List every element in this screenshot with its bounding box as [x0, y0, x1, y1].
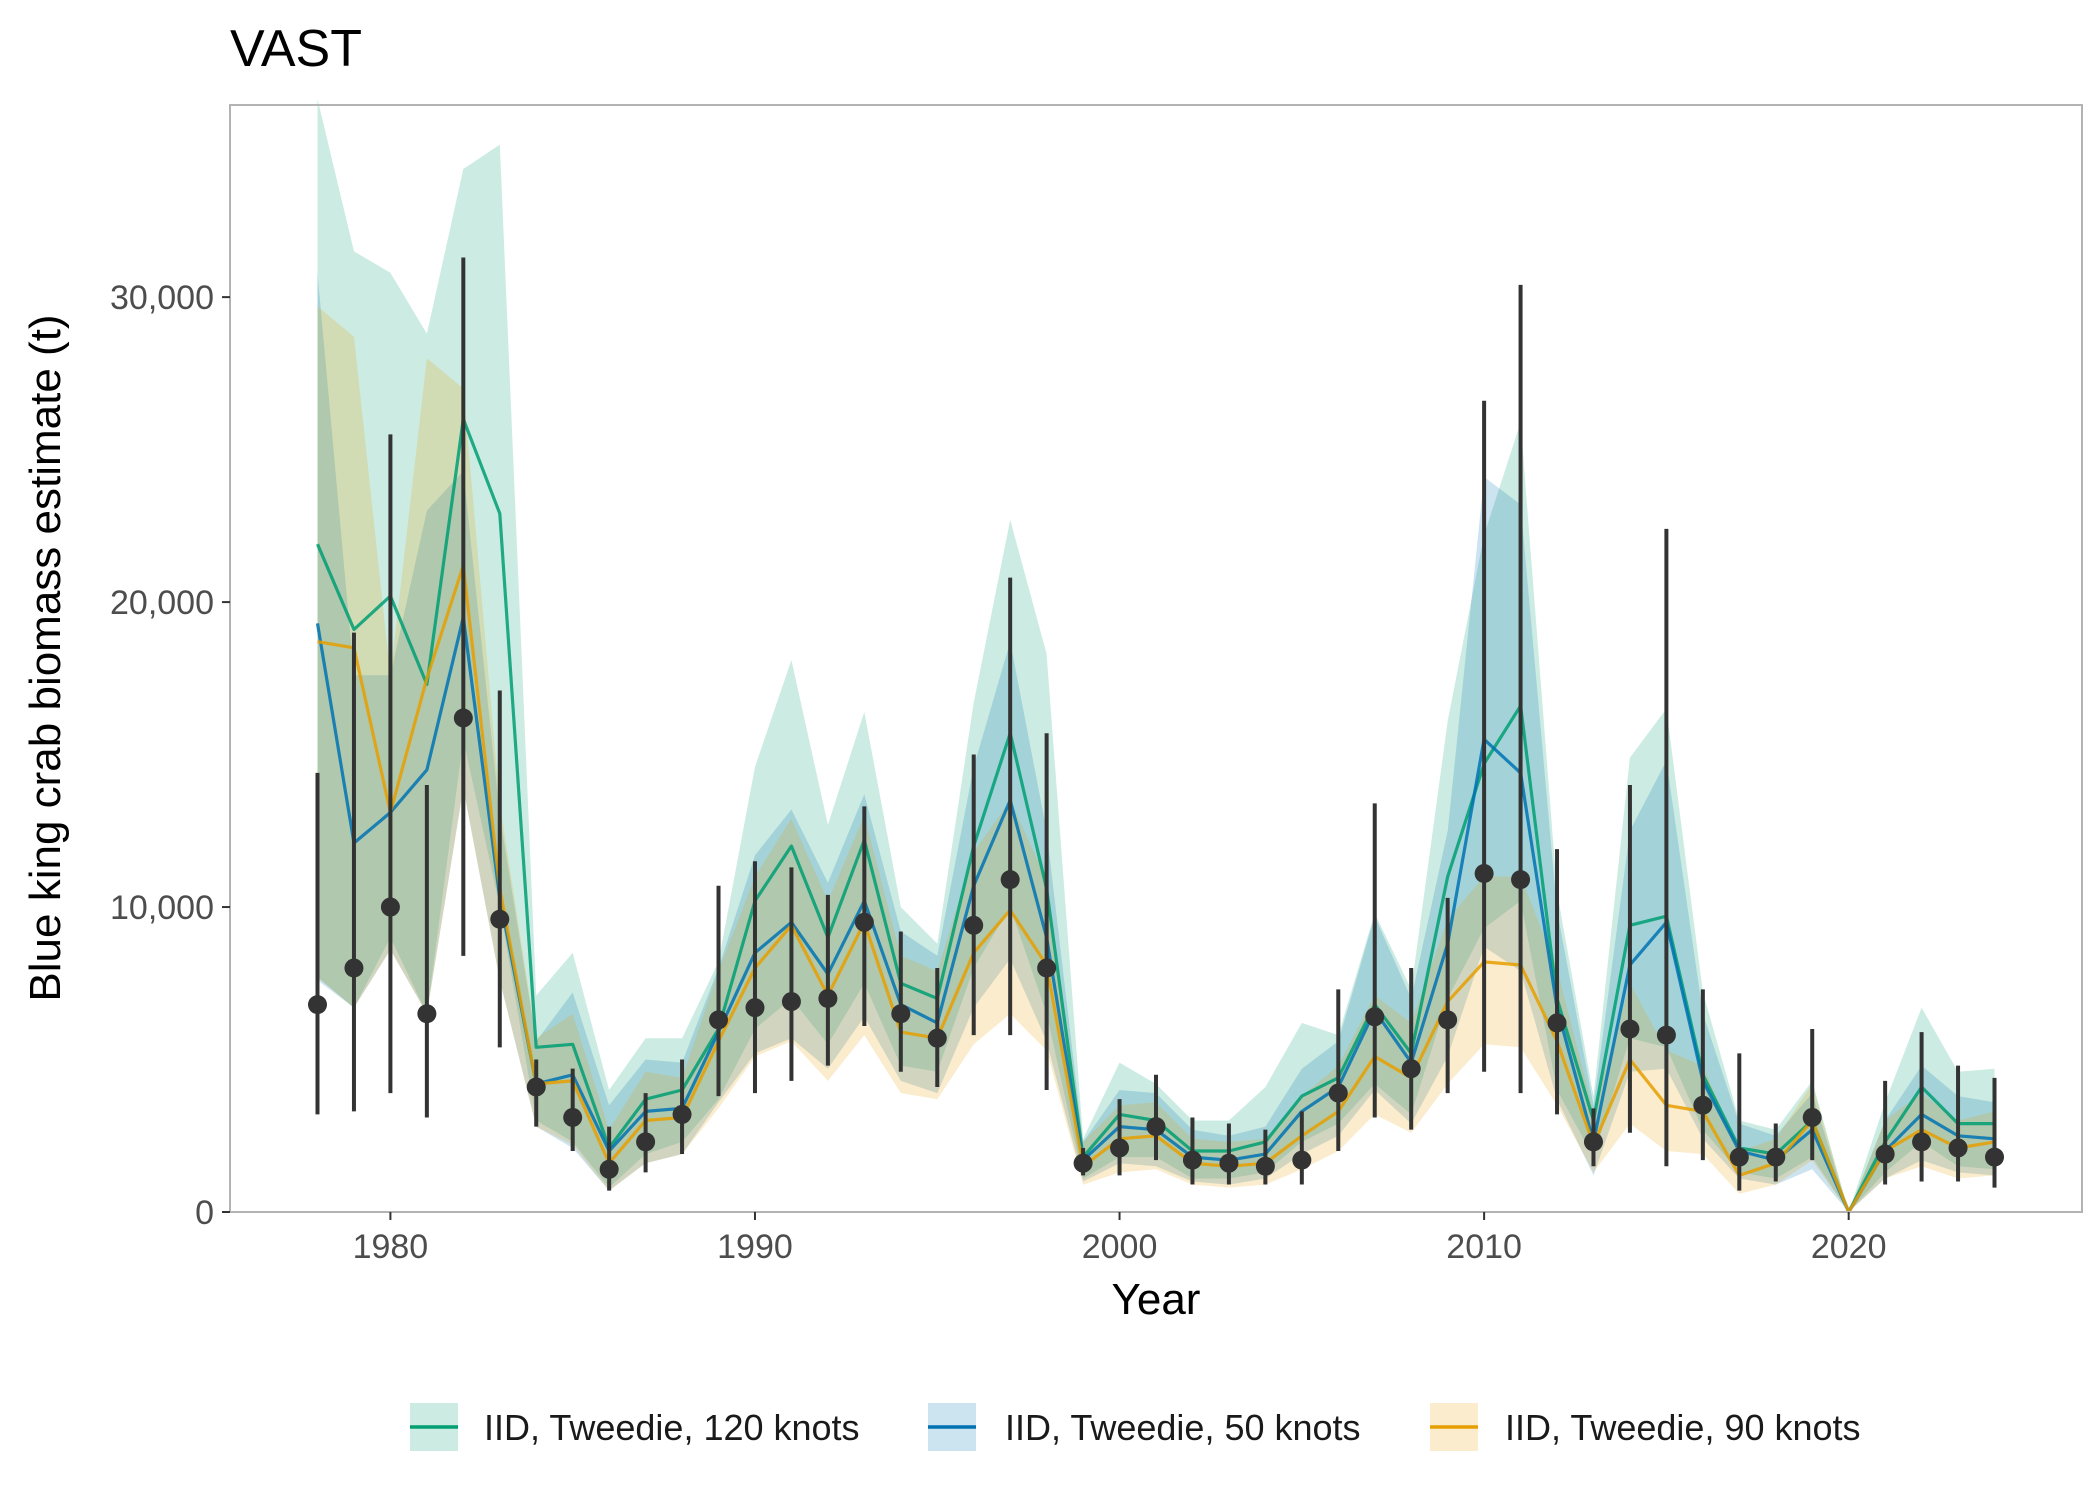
observed-point [745, 998, 765, 1018]
x-tick-label: 1990 [717, 1228, 793, 1266]
observed-point [1365, 1007, 1385, 1027]
observed-point [490, 909, 510, 929]
observed-point [1620, 1019, 1640, 1039]
observed-point [781, 992, 801, 1012]
observed-point [636, 1132, 656, 1152]
chart-title: VAST [230, 20, 362, 78]
observed-point [709, 1010, 729, 1030]
observed-point [1146, 1117, 1166, 1137]
y-axis-ticks: 0 10,000 20,000 30,000 [110, 279, 230, 1232]
observed-point [599, 1159, 619, 1179]
observed-point [563, 1107, 583, 1127]
confidence-band-2 [317, 272, 1995, 1212]
x-axis-ticks: 1980 1990 2000 2010 2020 [353, 1212, 1887, 1266]
observed-point [1766, 1147, 1786, 1167]
y-tick-label: 20,000 [110, 584, 214, 622]
observed-point [1255, 1156, 1275, 1176]
observed-point [1182, 1150, 1202, 1170]
observed-point [1110, 1138, 1130, 1158]
observed-point [854, 912, 874, 932]
observed-point [380, 897, 400, 917]
observed-point [1656, 1025, 1676, 1045]
plot-panel-border [229, 104, 2083, 1213]
legend-label: IID, Tweedie, 90 knots [1505, 1407, 1861, 1448]
y-tick-label: 0 [195, 1194, 214, 1232]
observed-point [1912, 1132, 1932, 1152]
observed-point [1219, 1153, 1239, 1173]
observed-point [1948, 1138, 1968, 1158]
observed-point [964, 915, 984, 935]
observed-point [672, 1104, 692, 1124]
observed-point [1511, 870, 1531, 890]
observed-point [891, 1004, 911, 1024]
observed-point [927, 1028, 947, 1048]
observed-point [1000, 870, 1020, 890]
observed-point [1037, 958, 1057, 978]
observed-point [1292, 1150, 1312, 1170]
y-tick-label: 30,000 [110, 279, 214, 317]
y-axis-title: Blue king crab biomass estimate (t) [21, 314, 70, 1001]
observed-point [1583, 1132, 1603, 1152]
observed-estimates [307, 257, 2005, 1191]
confidence-band-1 [317, 98, 1995, 1212]
confidence-band-3 [317, 306, 1995, 1212]
observed-point [1073, 1153, 1093, 1173]
observed-point [1693, 1095, 1713, 1115]
observed-point [818, 989, 838, 1009]
observed-point [1875, 1144, 1895, 1164]
observed-point [417, 1004, 437, 1024]
x-tick-label: 2000 [1082, 1228, 1158, 1266]
x-axis-title: Year [1112, 1275, 1201, 1324]
observed-point [1547, 1013, 1567, 1033]
y-tick-label: 10,000 [110, 889, 214, 927]
legend-label: IID, Tweedie, 120 knots [484, 1407, 860, 1448]
observed-point [1802, 1107, 1822, 1127]
observed-point [1985, 1147, 2005, 1167]
x-tick-label: 1980 [353, 1228, 429, 1266]
confidence-bands [317, 98, 1995, 1212]
observed-point [1401, 1059, 1421, 1079]
x-tick-label: 2020 [1811, 1228, 1887, 1266]
observed-point [1729, 1147, 1749, 1167]
observed-point [307, 995, 327, 1015]
observed-point [344, 958, 364, 978]
x-tick-label: 2010 [1446, 1228, 1522, 1266]
observed-point [453, 708, 473, 728]
observed-point [1474, 863, 1494, 883]
observed-point [1328, 1083, 1348, 1103]
observed-point [1438, 1010, 1458, 1030]
observed-point [526, 1077, 546, 1097]
legend-label: IID, Tweedie, 50 knots [1005, 1407, 1361, 1448]
legend: IID, Tweedie, 120 knots IID, Tweedie, 50 … [410, 1403, 1861, 1451]
